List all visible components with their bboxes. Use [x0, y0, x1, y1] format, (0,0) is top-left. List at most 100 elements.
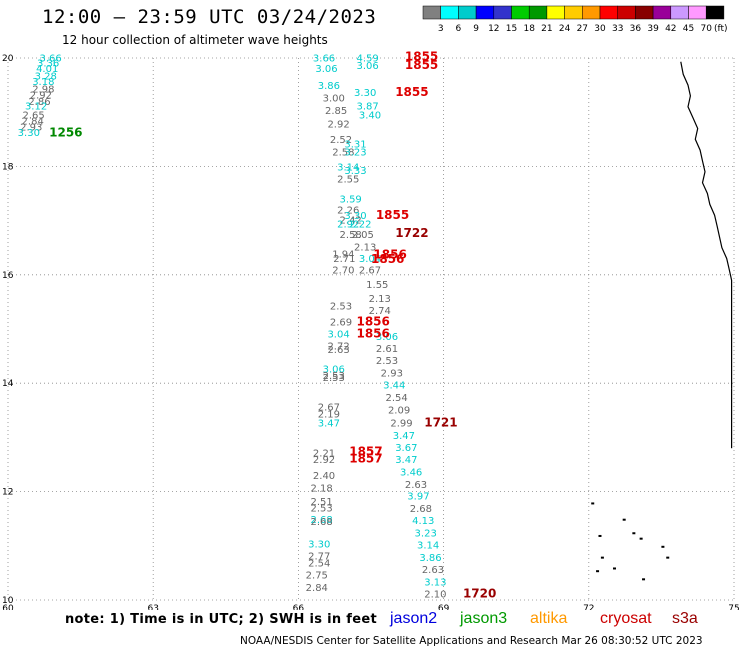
wave-height-label: 3.47 — [393, 431, 415, 442]
wave-height-label: 4.01 — [36, 64, 58, 75]
wave-height-label: 3.04 — [359, 254, 381, 265]
legend-cryosat: cryosat — [600, 610, 652, 627]
island — [642, 578, 646, 581]
wave-height-label: 3.66 — [313, 53, 335, 64]
wave-height-label: 3.31 — [344, 139, 366, 150]
pass-time-label: 1722 — [395, 226, 428, 240]
wave-height-label: 3.00 — [323, 93, 345, 104]
wave-height-label: 2.54 — [308, 558, 330, 569]
wave-height-label: 2.63 — [327, 345, 349, 356]
wave-height-label: 2.13 — [369, 294, 391, 305]
legend-tick-label: 36 — [630, 24, 642, 34]
island — [666, 556, 670, 559]
wave-height-label: 3.46 — [400, 467, 422, 478]
wave-height-label: 2.77 — [308, 551, 330, 562]
legend-jason2: jason2 — [390, 610, 438, 627]
wave-height-label: 4.13 — [412, 516, 434, 527]
wave-height-label: 2.58 — [332, 148, 354, 159]
footer-credit: NOAA/NESDIS Center for Satellite Applica… — [240, 635, 703, 647]
color-scale-legend: 3 6 9 12 15 18 21 24 27 30 33 36 39 42 45 70 (ft) — [422, 5, 728, 34]
legend-tick-label: 6 — [456, 24, 462, 34]
pass-time-label: 1855 — [395, 85, 428, 99]
legend-s3a: s3a — [672, 610, 698, 627]
wave-height-label: 2.84 — [22, 117, 44, 128]
y-tick-label: 20 — [2, 54, 14, 64]
wave-height-label: 3.86 — [318, 81, 340, 92]
pass-time-label: 1855 — [405, 50, 438, 64]
wave-height-label: 3.14 — [337, 163, 359, 174]
legend-tick-label: 24 — [559, 24, 571, 34]
wave-height-label: 2.93 — [381, 369, 403, 380]
island — [598, 534, 602, 537]
wave-height-label: 2.93 — [20, 123, 42, 134]
wave-height-label: 3.23 — [415, 529, 437, 540]
wave-height-label: 2.40 — [313, 471, 335, 482]
wave-height-label: 2.42 — [340, 215, 362, 226]
wave-height-label: 2.22 — [349, 220, 371, 231]
wave-height-label: 2.86 — [28, 97, 50, 108]
wave-height-label: 2.85 — [325, 106, 347, 117]
wave-height-label: 3.13 — [424, 577, 446, 588]
wave-height-label: 2.63 — [422, 565, 444, 576]
wave-height-label: 2.09 — [388, 406, 410, 417]
wave-height-label: 2.53 — [323, 373, 345, 384]
wave-height-label: 3.30 — [354, 88, 376, 99]
wave-height-label: 2.92 — [337, 220, 359, 231]
wave-height-label: 1.55 — [366, 280, 388, 291]
island — [639, 537, 643, 540]
wave-height-label: 2.67 — [318, 402, 340, 413]
coastline — [680, 61, 733, 389]
wave-height-label: 3.66 — [39, 53, 61, 64]
wave-height-label: 2.72 — [327, 342, 349, 353]
island — [661, 545, 665, 548]
wave-height-label: 2.67 — [359, 266, 381, 277]
wave-height-label: 2.26 — [337, 206, 359, 217]
wave-height-label: 2.21 — [313, 448, 335, 459]
wave-height-label: 3.04 — [327, 330, 349, 341]
wave-height-label: 2.13 — [354, 242, 376, 253]
wave-height-label: 2.61 — [376, 344, 398, 355]
wave-height-label: 2.84 — [306, 583, 328, 594]
wave-height-label: 2.71 — [333, 254, 355, 265]
pass-time-label: 1856 — [373, 248, 406, 262]
wave-height-label: 2.18 — [311, 484, 333, 495]
wave-height-label: 2.05 — [352, 230, 374, 241]
wave-height-label: 2.58 — [340, 230, 362, 241]
legend-tick-label: 21 — [541, 24, 552, 34]
wave-height-label: 3.06 — [323, 364, 345, 375]
island — [591, 502, 595, 505]
pass-time-label: 1721 — [424, 416, 457, 430]
wave-height-label: 4.59 — [356, 53, 378, 64]
wave-height-label: 2.55 — [337, 175, 359, 186]
wave-height-label: 3.14 — [417, 541, 439, 552]
wave-height-label: 2.52 — [330, 135, 352, 146]
y-tick-label: 18 — [2, 162, 14, 172]
x-tick-label: 75 — [728, 604, 739, 610]
wave-height-label: 2.54 — [386, 393, 408, 404]
island — [613, 567, 616, 570]
wave-height-label: 2.92 — [313, 455, 335, 466]
legend-unit: (ft) — [714, 24, 728, 34]
legend-jason3: jason3 — [460, 610, 508, 627]
pass-time-label: 1857 — [349, 444, 382, 458]
wave-height-label: 2.92 — [30, 91, 52, 102]
y-tick-label: 12 — [2, 488, 13, 498]
wave-height-label: 3.23 — [344, 148, 366, 159]
pass-time-label: 1856 — [356, 315, 389, 329]
wave-height-label: 3.97 — [407, 492, 429, 503]
pass-time-label: 1857 — [349, 451, 382, 465]
wave-height-label: 2.53 — [376, 356, 398, 367]
legend-tick-label: 45 — [683, 24, 694, 34]
island — [632, 532, 636, 535]
legend-tick-label: 12 — [488, 24, 499, 34]
legend-tick-label: 70 — [700, 24, 712, 34]
wave-height-label: 2.70 — [332, 266, 354, 277]
wave-height-label: 3.87 — [356, 101, 378, 112]
x-tick-label: 63 — [147, 604, 158, 610]
wave-height-label: 2.92 — [327, 119, 349, 130]
wave-height-label: 2.74 — [369, 306, 391, 317]
wave-height-label: 3.33 — [344, 166, 366, 177]
wave-height-label: 1.94 — [332, 249, 354, 260]
map-subtitle: 12 hour collection of altimeter wave hei… — [62, 33, 328, 47]
